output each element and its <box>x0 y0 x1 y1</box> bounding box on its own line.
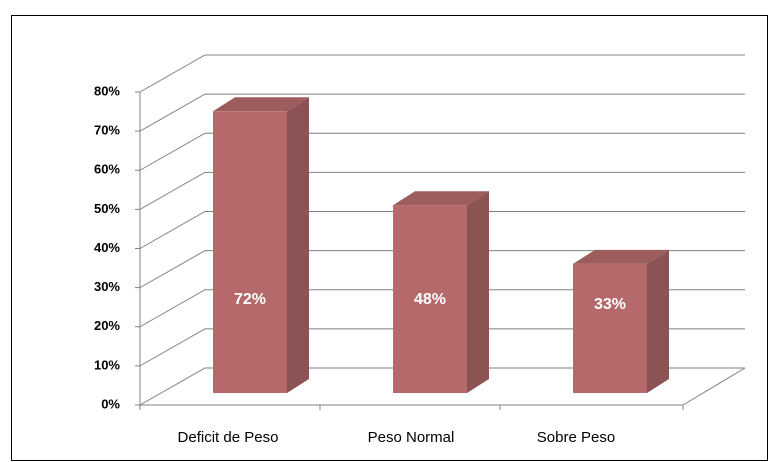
data-label: 33% <box>594 296 626 313</box>
grid-line <box>139 328 745 367</box>
grid-line <box>139 250 745 289</box>
bar <box>393 205 467 393</box>
y-tick-label: 50% <box>94 201 120 216</box>
data-label: 48% <box>414 291 446 308</box>
grid-line <box>139 211 745 249</box>
bar-side <box>467 191 489 393</box>
y-tick-label: 30% <box>94 279 120 294</box>
y-tick-label: 80% <box>94 83 120 98</box>
bar-top <box>393 191 489 206</box>
grid-line <box>139 289 745 328</box>
y-tick-label: 60% <box>94 162 120 177</box>
bar-top <box>573 249 669 264</box>
bar-side <box>287 97 309 394</box>
x-tick-label: Sobre Peso <box>537 429 615 446</box>
grid-line <box>139 54 745 93</box>
y-tick-label: 10% <box>94 357 120 372</box>
x-tick-label: Deficit de Peso <box>178 429 279 446</box>
grid-line <box>139 93 745 132</box>
y-tick-label: 70% <box>94 123 120 138</box>
chart-border <box>11 15 768 461</box>
data-label: 72% <box>234 291 266 308</box>
x-tick-label: Peso Normal <box>368 429 455 446</box>
bar-top <box>213 97 309 112</box>
floor-right <box>682 367 746 406</box>
bar-side <box>647 249 669 393</box>
grid-line <box>139 171 745 210</box>
y-tick-label: 0% <box>101 396 120 411</box>
grid-line <box>139 367 745 406</box>
bar <box>573 263 647 393</box>
y-tick-label: 40% <box>94 240 120 255</box>
grid-line <box>139 132 745 171</box>
y-tick-label: 20% <box>94 318 120 333</box>
bar <box>213 111 287 394</box>
